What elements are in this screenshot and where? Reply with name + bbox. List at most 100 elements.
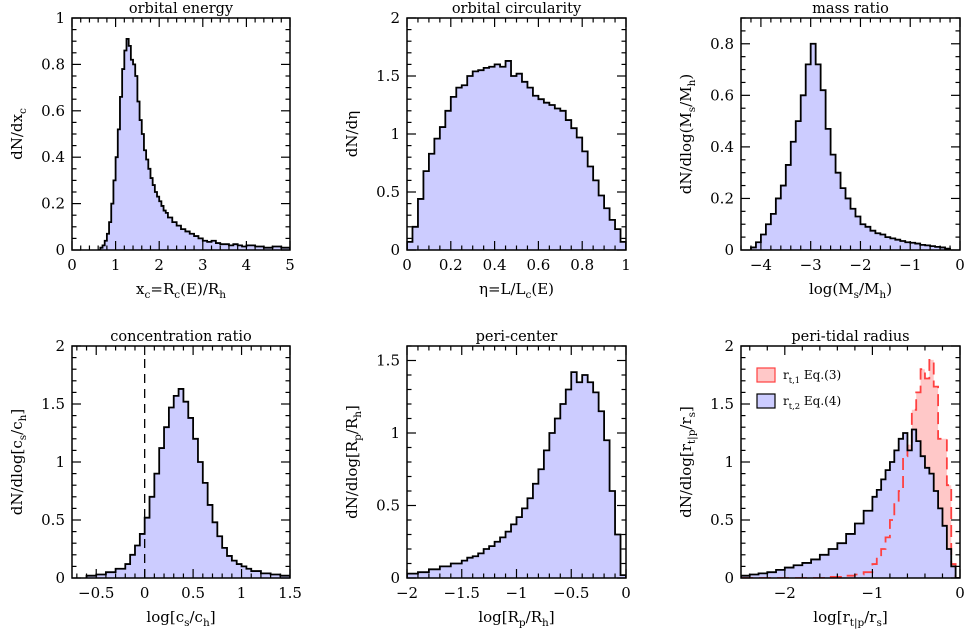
- y-tick-label: 0.4: [41, 148, 65, 166]
- y-tick-label: 0.6: [710, 86, 734, 104]
- y-axis-label: dN/dlog(Ms​/Mh​): [677, 74, 698, 194]
- y-tick-label: 0.4: [710, 138, 734, 156]
- x-tick-label: 0: [955, 584, 964, 602]
- x-axis-label: xc​=Rc​(E)/Rh​: [136, 280, 226, 301]
- panel-title: concentration ratio: [110, 329, 252, 345]
- x-tick-label: 5: [285, 256, 295, 274]
- y-tick-label: 0: [724, 241, 734, 259]
- y-tick-label: 0.5: [376, 497, 400, 515]
- y-tick-label: 2: [390, 9, 400, 27]
- x-tick-label: 1: [621, 256, 631, 274]
- panel-2: −4 −3 −2 −1 0 0 0.2 0.4 0.6 0.8 mass ratio log(Ms​/…: [677, 1, 964, 301]
- legend-swatch: [756, 367, 776, 383]
- x-tick-label: 0.2: [439, 256, 463, 274]
- x-tick-label: 0: [67, 256, 77, 274]
- x-tick-label: 0.8: [570, 256, 594, 274]
- plot-frame: [71, 17, 291, 251]
- series-0-outline: [98, 37, 290, 250]
- y-axis-label: dN/dxc​: [8, 108, 29, 160]
- panel-title: peri-tidal radius: [791, 329, 909, 345]
- y-tick-label: 2: [55, 337, 65, 355]
- y-tick-label: 1: [55, 453, 65, 471]
- x-tick-label: −2: [849, 256, 871, 274]
- x-tick-label: −1: [861, 584, 883, 602]
- y-axis-label: dN/dlog[cs​/ch​]: [8, 409, 29, 516]
- x-tick-label: 2: [154, 256, 164, 274]
- y-tick-label: 1.5: [376, 67, 400, 85]
- panel-0: 0 1 2 3 4 5 0 0.2 0.4 0.6 0.8 1 orbital energy xc​=Rc…: [8, 1, 295, 301]
- x-tick-label: 4: [242, 256, 252, 274]
- y-tick-label: 0: [55, 569, 65, 587]
- x-tick-label: −3: [800, 256, 822, 274]
- panel-title: orbital energy: [129, 1, 234, 17]
- legend-label: rt,2​ Eq.(4): [783, 394, 841, 411]
- x-tick-label: −2: [396, 584, 418, 602]
- x-tick-label: 0: [955, 256, 964, 274]
- series-0-outline: [741, 359, 960, 578]
- panel-1: 0 0.2 0.4 0.6 0.8 1 0 0.5 1 1.5 2 orbital circulari…: [343, 1, 631, 301]
- panel-title: mass ratio: [812, 1, 889, 17]
- x-axis-label: log(Ms​/Mh​): [809, 280, 892, 301]
- y-tick-label: 0.6: [41, 102, 65, 120]
- x-axis-label: log[cs​/ch​]: [146, 608, 215, 629]
- x-tick-label: 0.5: [181, 584, 205, 602]
- y-tick-label: 1: [390, 424, 400, 442]
- series-0-outline: [407, 60, 626, 250]
- series-1-outline: [741, 428, 960, 578]
- y-tick-label: 1.5: [376, 352, 400, 370]
- x-tick-label: 0.6: [526, 256, 550, 274]
- series-0-fill: [407, 372, 626, 578]
- legend-swatch: [756, 393, 776, 409]
- x-axis-label: log[Rp​/Rh​]: [478, 608, 554, 629]
- y-axis-label: dN/dlog[Rp​/Rh​]: [343, 405, 364, 519]
- series-0-outline: [750, 42, 951, 250]
- y-tick-label: 1: [55, 9, 65, 27]
- y-tick-label: 1.5: [710, 395, 734, 413]
- x-axis-label: log[rt|p​/rs​]: [813, 608, 887, 630]
- y-tick-label: 0.8: [41, 55, 65, 73]
- y-tick-label: 0.5: [710, 511, 734, 529]
- x-tick-label: −1.5: [444, 584, 480, 602]
- x-tick-label: 0: [402, 256, 412, 274]
- y-axis-label: dN/dlog[rt|p​/rs​]: [677, 406, 699, 518]
- panel-title: orbital circularity: [452, 1, 582, 17]
- x-tick-label: −0.5: [78, 584, 114, 602]
- y-tick-label: 1: [390, 125, 400, 143]
- y-tick-label: 0.8: [710, 35, 734, 53]
- y-tick-label: 0: [390, 569, 400, 587]
- x-tick-label: −0.5: [553, 584, 589, 602]
- x-tick-label: −1: [505, 584, 527, 602]
- x-tick-label: −1: [899, 256, 921, 274]
- y-tick-label: 0: [55, 241, 65, 259]
- legend-label: rt,1​ Eq.(3): [783, 368, 841, 385]
- x-tick-label: 1: [111, 256, 121, 274]
- x-tick-label: −2: [774, 584, 796, 602]
- x-tick-label: 1.5: [278, 584, 302, 602]
- y-axis-label: dN/dη: [343, 111, 361, 157]
- x-tick-label: −4: [750, 256, 772, 274]
- y-tick-label: 1: [724, 453, 734, 471]
- series-0-outline: [407, 371, 626, 578]
- x-tick-label: 3: [198, 256, 208, 274]
- y-tick-label: 0: [724, 569, 734, 587]
- series-0-fill: [98, 38, 290, 250]
- panel-3: −0.5 0 0.5 1 1.5 0 0.5 1 1.5 2 concentration ratio…: [8, 329, 302, 629]
- series-0-fill: [86, 388, 290, 578]
- x-tick-label: 0: [140, 584, 150, 602]
- panel-5: −2 −1 0 0 0.5 1 1.5 2 peri-tidal radius log[rt|p​…: [677, 329, 964, 630]
- y-tick-label: 2: [724, 337, 734, 355]
- series-1-fill: [741, 429, 960, 578]
- panel-4: −2 −1.5 −1 −0.5 0 0 0.5 1 1.5 peri-center log[Rp​/…: [343, 329, 631, 629]
- y-tick-label: 0.5: [41, 511, 65, 529]
- legend: rt,1​ Eq.(3) rt,2​ Eq.(4): [756, 367, 841, 411]
- series-0-outline: [85, 388, 290, 578]
- series-0-fill: [750, 43, 951, 250]
- series-0-fill: [407, 60, 626, 250]
- y-tick-label: 0.5: [376, 183, 400, 201]
- x-tick-label: 0.4: [483, 256, 507, 274]
- x-tick-label: 1: [237, 584, 247, 602]
- x-tick-label: 0: [621, 584, 631, 602]
- y-tick-label: 1.5: [41, 395, 65, 413]
- x-axis-label: η=L/Lc​(E): [479, 280, 554, 301]
